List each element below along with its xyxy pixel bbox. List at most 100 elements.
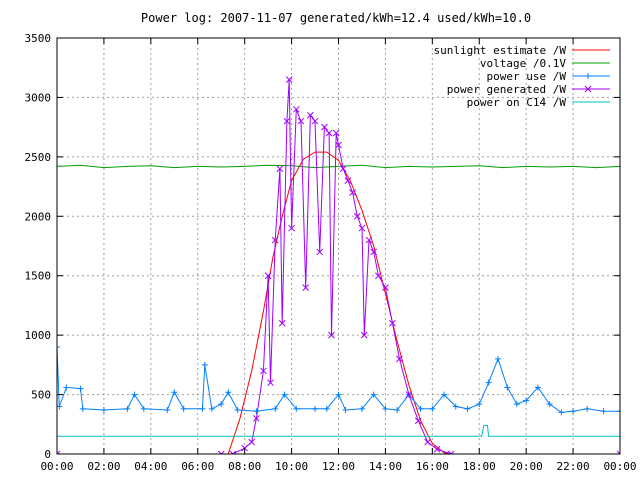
data-point — [476, 401, 483, 408]
x-tick-label: 10:00 — [275, 460, 308, 473]
axis-ticks: 00:00 02:00 04:00 06:00 08:00 10:00 12:00 14:00… — [25, 32, 637, 473]
data-point — [79, 405, 86, 412]
y-tick-label: 2000 — [25, 210, 52, 223]
data-point — [171, 389, 178, 396]
data-point — [335, 391, 342, 398]
data-point — [523, 397, 530, 404]
data-point — [312, 405, 319, 412]
data-point — [616, 450, 620, 454]
data-point — [57, 344, 60, 351]
data-point — [311, 117, 319, 125]
data-point — [199, 405, 206, 412]
data-point — [485, 379, 492, 386]
data-point — [414, 417, 422, 425]
data-point — [297, 117, 305, 125]
data-point — [424, 438, 431, 446]
data-point — [495, 355, 502, 362]
data-point — [335, 141, 342, 149]
data-point — [140, 405, 147, 412]
data-point — [325, 129, 333, 137]
legend-marker — [585, 73, 591, 79]
data-point — [405, 391, 413, 398]
data-point — [321, 123, 328, 131]
data-point — [382, 405, 389, 412]
x-tick-label: 00:00 — [40, 460, 73, 473]
data-point — [365, 236, 373, 244]
data-point — [283, 117, 291, 125]
data-point — [570, 408, 577, 415]
series-3 — [57, 344, 620, 416]
data-point — [370, 391, 377, 398]
data-point — [358, 224, 366, 232]
data-point — [278, 319, 286, 327]
data-point — [375, 272, 382, 280]
series-line — [57, 164, 620, 169]
series-layer — [57, 76, 620, 454]
x-tick-label: 14:00 — [369, 460, 402, 473]
data-point — [370, 248, 378, 256]
data-point — [464, 405, 471, 412]
data-point — [358, 405, 365, 412]
data-point — [180, 405, 187, 412]
legend-label: power use /W — [487, 70, 567, 83]
legend-label: power on C14 /W — [467, 96, 567, 109]
data-point — [600, 408, 607, 415]
data-point — [271, 236, 279, 244]
data-point — [131, 391, 138, 398]
data-point — [234, 407, 241, 414]
series-line — [57, 425, 620, 437]
legend-marker — [584, 85, 592, 93]
data-point — [452, 403, 459, 410]
data-point — [293, 405, 300, 412]
series-1 — [57, 151, 620, 454]
data-point — [218, 401, 225, 408]
data-point — [546, 401, 553, 408]
x-tick-label: 22:00 — [557, 460, 590, 473]
data-point — [260, 367, 267, 375]
x-tick-label: 12:00 — [322, 460, 355, 473]
legend-label: voltage /0.1V — [480, 57, 566, 70]
data-point — [316, 248, 324, 256]
data-point — [534, 384, 541, 391]
data-point — [253, 408, 260, 415]
data-point — [323, 405, 330, 412]
data-point — [248, 438, 256, 446]
data-point — [417, 405, 424, 412]
series-2 — [57, 164, 620, 169]
data-point — [264, 272, 272, 280]
data-point — [389, 319, 396, 327]
data-point — [349, 189, 356, 196]
x-tick-label: 06:00 — [181, 460, 214, 473]
data-point — [344, 177, 352, 184]
data-point — [57, 450, 61, 454]
data-point — [394, 407, 401, 414]
data-point — [396, 355, 403, 363]
data-point — [302, 284, 310, 291]
data-point — [63, 384, 70, 391]
x-tick-label: 20:00 — [510, 460, 543, 473]
data-point — [339, 165, 347, 173]
data-point — [124, 405, 131, 412]
data-point — [267, 379, 274, 387]
y-tick-label: 3000 — [25, 91, 52, 104]
x-tick-label: 08:00 — [228, 460, 261, 473]
x-tick-label: 16:00 — [416, 460, 449, 473]
data-point — [429, 405, 436, 412]
data-point — [276, 165, 284, 173]
y-tick-label: 2500 — [25, 151, 52, 164]
data-point — [306, 111, 314, 119]
data-point — [253, 414, 260, 422]
data-point — [164, 407, 171, 414]
data-point — [342, 407, 349, 414]
data-point — [281, 391, 288, 398]
data-point — [382, 284, 389, 291]
data-point — [285, 76, 293, 83]
x-tick-label: 02:00 — [87, 460, 120, 473]
x-tick-label: 04:00 — [134, 460, 167, 473]
data-point — [292, 105, 300, 113]
data-point — [360, 331, 368, 339]
data-point — [617, 408, 620, 415]
data-point — [433, 445, 441, 453]
chart-title: Power log: 2007-11-07 generated/kWh=12.4… — [141, 11, 531, 25]
